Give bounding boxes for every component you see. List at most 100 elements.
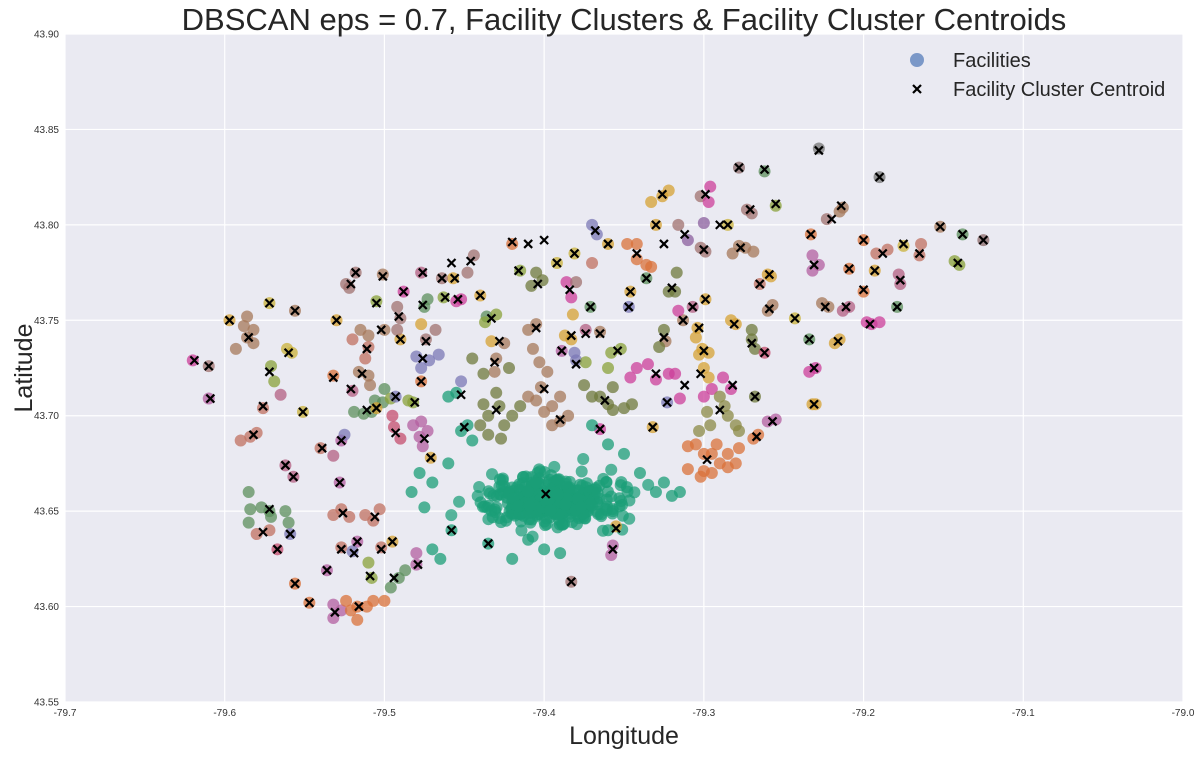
centroid-marker	[440, 292, 450, 303]
facility-point	[244, 503, 257, 516]
facility-point	[606, 539, 619, 552]
facility-point	[423, 354, 436, 367]
facility-point	[572, 484, 585, 497]
facility-point	[621, 237, 634, 250]
centroid-marker	[317, 443, 327, 453]
centroid-marker	[417, 353, 428, 364]
legend-centroid-label: Facility Cluster Centroid	[953, 79, 1165, 101]
facility-point	[327, 449, 340, 462]
centroid-marker	[394, 311, 404, 322]
facility-point	[594, 325, 607, 338]
facility-point	[522, 533, 535, 546]
facility-point	[447, 272, 460, 285]
facility-point	[556, 518, 569, 531]
centroid-marker	[667, 283, 677, 293]
centroid-marker	[416, 376, 426, 387]
facility-point	[578, 379, 591, 392]
facility-point	[282, 516, 295, 529]
facility-point	[405, 486, 418, 499]
facility-point	[579, 323, 592, 336]
facility-point	[630, 362, 643, 374]
centroid-marker	[844, 263, 854, 274]
facility-point	[415, 415, 428, 428]
facility-point	[602, 438, 615, 451]
centroid-marker	[390, 391, 401, 402]
centroid-marker	[298, 407, 308, 417]
facility-point	[482, 428, 495, 441]
centroid-marker	[272, 544, 283, 555]
facility-point	[279, 505, 292, 518]
facility-point	[515, 524, 528, 537]
facility-point	[689, 438, 702, 451]
centroid-marker	[205, 393, 216, 404]
facility-point	[498, 419, 511, 432]
centroid-marker	[371, 403, 382, 413]
facility-point	[606, 381, 619, 394]
facility-point	[506, 552, 519, 565]
centroid-marker	[874, 172, 885, 182]
facility-point	[625, 398, 638, 411]
facility-point	[586, 257, 599, 270]
facility-point	[493, 480, 506, 493]
facility-point	[466, 434, 479, 447]
centroid-marker	[539, 235, 549, 245]
centroid-marker	[531, 323, 541, 333]
facility-point	[479, 316, 492, 329]
centroid-marker	[362, 405, 372, 415]
facility-point	[416, 440, 429, 453]
centroid-marker	[264, 504, 275, 515]
centroid-marker	[376, 325, 387, 335]
facility-point	[602, 524, 615, 537]
facility-point	[343, 510, 356, 523]
facility-point	[769, 199, 782, 212]
centroid-marker	[600, 395, 610, 406]
facility-point	[257, 402, 270, 415]
facility-point	[704, 419, 717, 432]
centroid-marker	[957, 229, 968, 240]
facility-point	[500, 514, 513, 527]
facility-point	[477, 367, 490, 380]
facility-point	[544, 504, 557, 517]
facility-point	[367, 594, 380, 607]
facility-point	[373, 503, 386, 516]
centroid-marker	[657, 189, 668, 200]
centroid-marker	[767, 416, 778, 427]
centroid-marker	[833, 336, 843, 347]
centroid-marker	[914, 248, 925, 259]
facility-point	[495, 432, 508, 445]
facility-point	[713, 390, 726, 403]
facility-point	[681, 463, 694, 476]
centroid-marker	[564, 284, 575, 295]
centroid-marker	[624, 302, 634, 312]
centroid-marker	[715, 405, 725, 415]
facility-point	[554, 547, 567, 560]
facility-point	[338, 428, 351, 441]
facility-point	[697, 390, 710, 403]
centroid-marker	[611, 523, 621, 534]
facility-point	[234, 434, 247, 447]
facility-point	[621, 485, 634, 498]
facility-point	[426, 543, 439, 556]
facility-point	[694, 470, 707, 483]
facility-point	[672, 304, 685, 317]
facility-point	[530, 394, 543, 407]
centroid-marker	[224, 315, 235, 326]
centroid-marker	[625, 286, 636, 297]
facility-point	[915, 237, 928, 250]
centroid-marker	[595, 424, 605, 434]
centroid-marker	[248, 430, 259, 440]
centroid-marker	[203, 361, 214, 371]
facility-point	[378, 594, 391, 607]
facility-point	[242, 516, 255, 529]
centroid-marker	[746, 338, 757, 348]
facility-point	[335, 541, 348, 554]
centroid-marker	[453, 294, 463, 305]
facility-point	[740, 203, 753, 216]
y-tick-label: 43.85	[34, 125, 59, 136]
facility-point	[913, 249, 926, 262]
centroid-marker	[475, 290, 486, 301]
facility-point	[477, 398, 490, 411]
centroid-marker	[662, 397, 672, 408]
centroid-marker	[555, 414, 565, 425]
